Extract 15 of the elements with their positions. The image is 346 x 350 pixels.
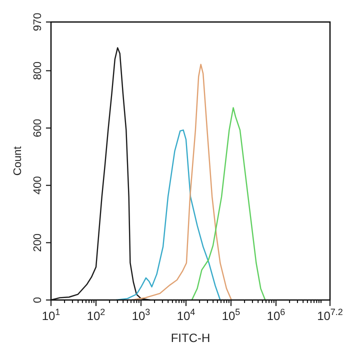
y-tick-label: 970 [32,12,44,32]
y-tick-label: 0 [32,296,44,304]
y-tick-label: 400 [32,176,44,195]
y-axis-title: Count [12,146,24,176]
x-axis-title: FITC-H [170,331,210,345]
x-tick-label: 10$^{4}$ [176,307,196,323]
y-tick-label: 800 [32,62,44,80]
x-tick-label: 10$^{6}$ [266,307,286,323]
x-tick-label: 10$^{1}$ [42,307,60,323]
x-tick-label: 10$^{3}$ [132,307,150,323]
x-tick-label: 10$^{5}$ [222,307,240,323]
y-tick-label: 600 [32,118,44,138]
x-tick-label: 10$^{7.2}$ [317,307,343,323]
x-tick-label: 10$^{2}$ [86,307,106,323]
y-tick-label: 200 [32,234,44,252]
